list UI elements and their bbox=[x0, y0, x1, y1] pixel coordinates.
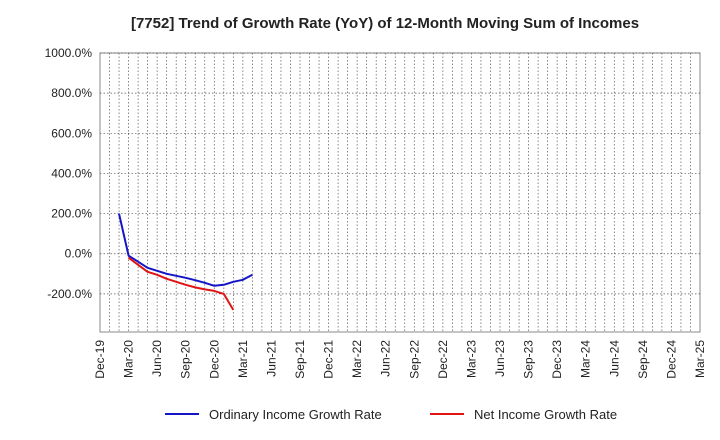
x-tick-label: Sep-23 bbox=[522, 340, 536, 379]
plot-frame bbox=[99, 52, 701, 333]
x-tick-label: Mar-21 bbox=[236, 340, 250, 378]
x-tick-label: Jun-22 bbox=[379, 340, 393, 377]
x-tick-label: Jun-21 bbox=[264, 340, 278, 377]
x-tick-label: Sep-20 bbox=[179, 340, 193, 379]
x-tick-label: Mar-22 bbox=[350, 340, 364, 378]
series-line-2 bbox=[128, 256, 235, 311]
x-tick-label: Mar-23 bbox=[464, 340, 478, 378]
axis-layer: 1000.0% 800.0% 600.0% 400.0% 200.0% 0.0% -200.… bbox=[45, 46, 707, 379]
x-tick-label: Dec-22 bbox=[436, 340, 450, 379]
x-tick-label: Sep-24 bbox=[636, 340, 650, 379]
y-tick-label: 1000.0% bbox=[45, 46, 93, 60]
chart-title: [7752] Trend of Growth Rate (YoY) of 12-… bbox=[131, 15, 639, 32]
x-tick-label: Dec-21 bbox=[322, 340, 336, 379]
series-layer bbox=[118, 213, 253, 311]
x-tick-label: Jun-24 bbox=[607, 340, 621, 377]
x-tick-label: Jun-23 bbox=[493, 340, 507, 377]
y-tick-label: -200.0% bbox=[47, 287, 92, 301]
y-tick-label: 600.0% bbox=[51, 126, 92, 140]
legend: Ordinary Income Growth Rate Net Income Gr… bbox=[165, 407, 617, 422]
legend-label-1: Ordinary Income Growth Rate bbox=[209, 407, 382, 422]
x-tick-label: Dec-24 bbox=[664, 340, 678, 379]
legend-label-2: Net Income Growth Rate bbox=[474, 407, 617, 422]
x-tick-label: Mar-24 bbox=[579, 340, 593, 378]
y-tick-label: 800.0% bbox=[51, 86, 92, 100]
y-tick-label: 400.0% bbox=[51, 166, 92, 180]
x-tick-label: Mar-25 bbox=[693, 340, 707, 378]
grid-layer bbox=[99, 52, 701, 333]
x-tick-label: Sep-22 bbox=[407, 340, 421, 379]
series-line-1 bbox=[118, 213, 253, 287]
x-tick-label: Dec-19 bbox=[93, 340, 107, 379]
y-tick-label: 0.0% bbox=[65, 247, 93, 261]
x-tick-label: Dec-20 bbox=[207, 340, 221, 379]
x-tick-label: Dec-23 bbox=[550, 340, 564, 379]
x-tick-label: Jun-20 bbox=[150, 340, 164, 377]
x-tick-label: Mar-20 bbox=[122, 340, 136, 378]
x-tick-label: Sep-21 bbox=[293, 340, 307, 379]
y-tick-label: 200.0% bbox=[51, 207, 92, 221]
